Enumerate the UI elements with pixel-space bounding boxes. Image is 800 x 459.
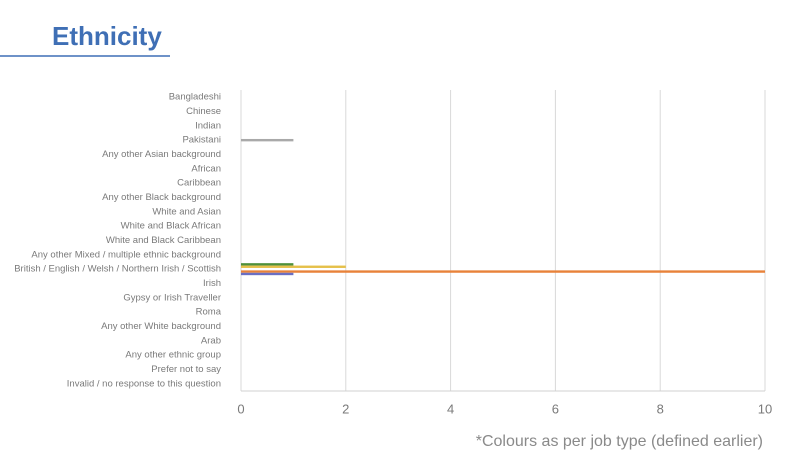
y-tick-label: Any other Black background [102,192,221,203]
y-tick-label: Any other Asian background [102,149,221,160]
bar [241,265,346,268]
y-tick-label: White and Black African [121,221,221,232]
x-tick-label: 8 [657,401,664,416]
y-tick-label: Any other White background [101,321,221,332]
y-tick-label: Bangladeshi [169,92,221,103]
bar [241,270,765,273]
annotation: *Colours as per job type (defined earlie… [476,433,763,450]
y-tick-label: Indian [195,120,221,131]
y-tick-label: Prefer not to say [151,364,221,375]
y-tick-label: Gypsy or Irish Traveller [123,292,221,303]
bar [241,138,294,142]
bar [241,263,294,266]
y-tick-label: Pakistani [182,135,221,146]
x-tick-label: 2 [342,401,349,416]
chart-title: Ethnicity [52,21,162,51]
x-tick-label: 10 [758,401,772,416]
y-tick-label: Any other Mixed / multiple ethnic backgr… [31,249,221,260]
x-tick-label: 6 [552,401,559,416]
y-tick-label: Invalid / no response to this question [67,378,221,389]
y-tick-label: Any other ethnic group [125,350,221,361]
y-tick-label: Caribbean [177,178,221,189]
y-tick-label: Chinese [186,106,221,117]
x-tick-label: 0 [237,401,244,416]
x-tick-label: 4 [447,401,454,416]
y-tick-label: White and Black Caribbean [106,235,221,246]
y-tick-label: Arab [201,335,221,346]
y-tick-label: White and Asian [152,206,221,217]
y-tick-label: African [191,163,221,174]
y-tick-label: Irish [203,278,221,289]
y-tick-label: Roma [196,307,222,318]
bar [241,272,294,276]
y-tick-label: British / English / Welsh / Northern Iri… [14,264,221,275]
